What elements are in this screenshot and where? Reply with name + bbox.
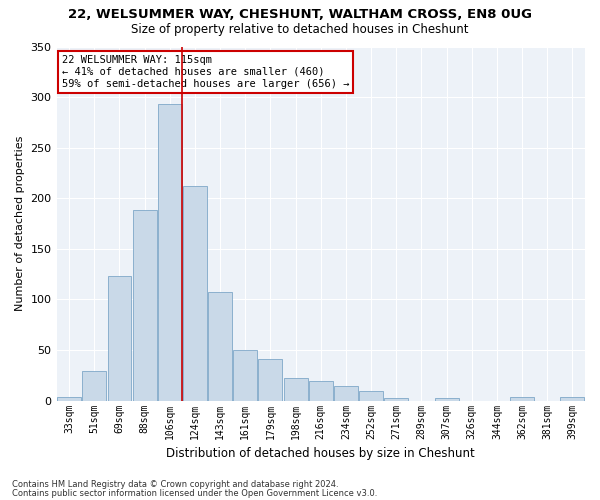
- Bar: [385, 398, 408, 400]
- Bar: [158, 104, 182, 401]
- Bar: [183, 186, 207, 400]
- Bar: [133, 210, 157, 400]
- Text: Contains HM Land Registry data © Crown copyright and database right 2024.: Contains HM Land Registry data © Crown c…: [12, 480, 338, 489]
- Text: Contains public sector information licensed under the Open Government Licence v3: Contains public sector information licen…: [12, 488, 377, 498]
- Bar: [107, 276, 131, 400]
- X-axis label: Distribution of detached houses by size in Cheshunt: Distribution of detached houses by size …: [166, 447, 475, 460]
- Bar: [284, 378, 308, 400]
- Bar: [233, 350, 257, 401]
- Bar: [359, 390, 383, 400]
- Bar: [510, 396, 534, 400]
- Bar: [309, 382, 333, 400]
- Text: 22 WELSUMMER WAY: 115sqm
← 41% of detached houses are smaller (460)
59% of semi-: 22 WELSUMMER WAY: 115sqm ← 41% of detach…: [62, 56, 349, 88]
- Bar: [208, 292, 232, 401]
- Bar: [334, 386, 358, 400]
- Bar: [434, 398, 458, 400]
- Bar: [57, 396, 81, 400]
- Bar: [560, 396, 584, 400]
- Text: Size of property relative to detached houses in Cheshunt: Size of property relative to detached ho…: [131, 22, 469, 36]
- Text: 22, WELSUMMER WAY, CHESHUNT, WALTHAM CROSS, EN8 0UG: 22, WELSUMMER WAY, CHESHUNT, WALTHAM CRO…: [68, 8, 532, 20]
- Y-axis label: Number of detached properties: Number of detached properties: [15, 136, 25, 312]
- Bar: [82, 372, 106, 400]
- Bar: [259, 359, 283, 401]
